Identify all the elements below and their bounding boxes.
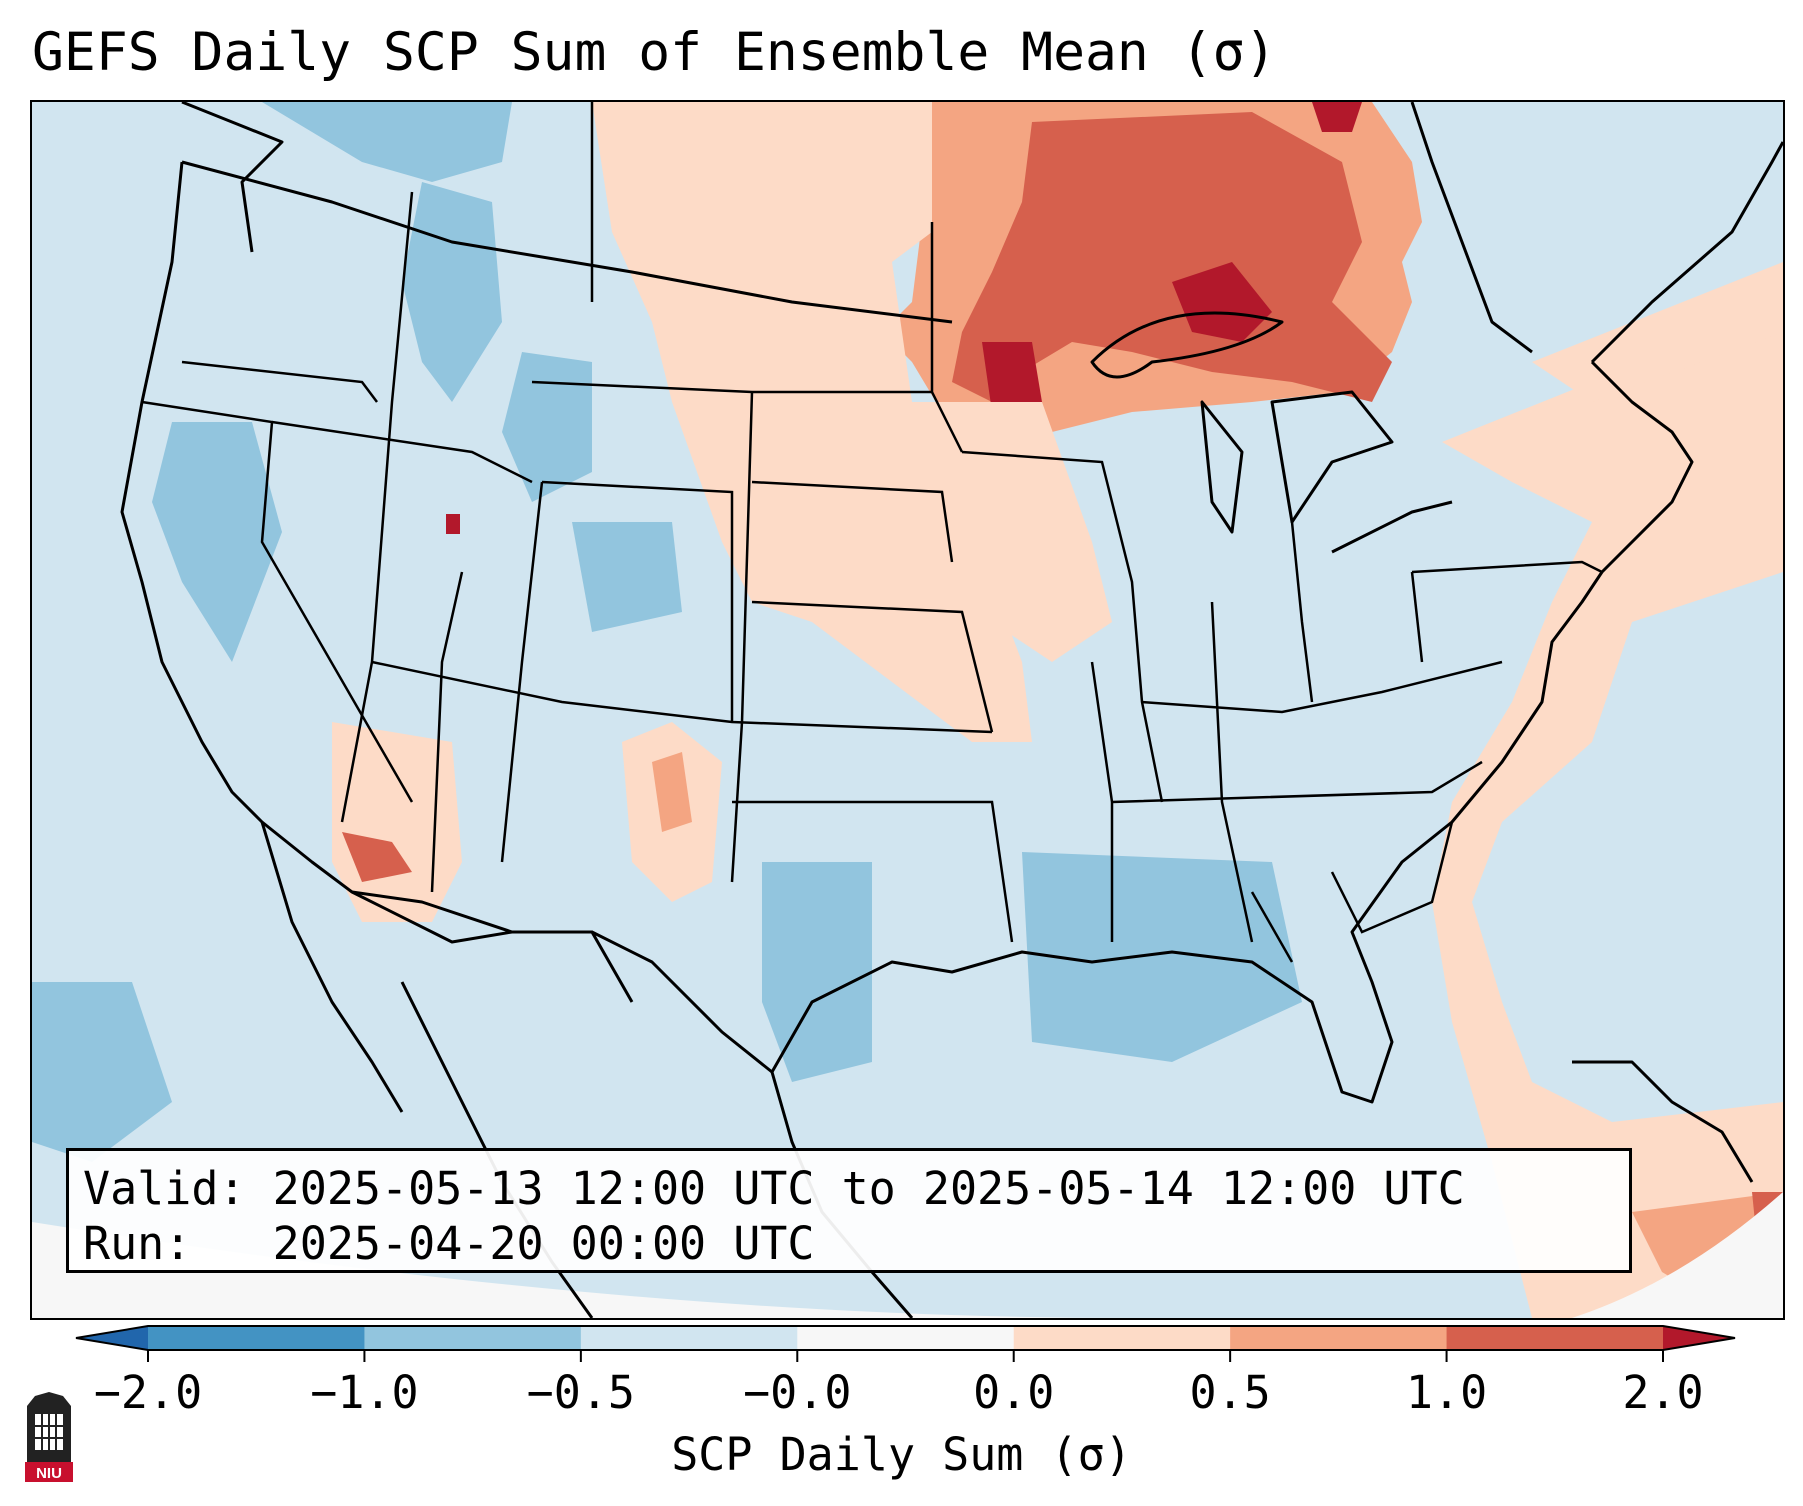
colorbar-tick-label: −2.0 — [93, 1366, 203, 1419]
region-texas-negative — [762, 862, 872, 1082]
niu-logo: NIU — [25, 1392, 73, 1482]
border-ut-az — [430, 571, 464, 893]
border-in-oh — [1290, 521, 1314, 703]
colorbar-bin — [1230, 1326, 1448, 1350]
border-oh-pa — [1410, 571, 1424, 663]
colorbar-label: SCP Daily Sum (σ) — [671, 1428, 1132, 1481]
projection-edge-left — [32, 1222, 1132, 1318]
region-wyoming-negative — [502, 352, 592, 502]
border-pa-ny — [1411, 560, 1603, 574]
colorbar-extend-high — [1663, 1326, 1735, 1350]
logo-banner — [25, 1462, 73, 1482]
lake-superior — [1090, 311, 1284, 379]
colorbar-bin — [148, 1326, 365, 1350]
region-atlantic-light — [1432, 332, 1783, 1318]
colorbar-tick-label: 0.0 — [973, 1366, 1055, 1419]
border-ky-row — [1141, 660, 1503, 714]
border-wy-co — [541, 480, 734, 722]
region-plains-light — [592, 102, 1032, 742]
run-time-text: Run: 2025-04-20 00:00 UTC — [83, 1217, 815, 1270]
canada-east-coast — [1590, 141, 1783, 364]
border-ia-il — [961, 450, 1164, 803]
region-utah-max — [446, 514, 460, 534]
border-al-fl — [1250, 891, 1294, 963]
region-colorado-negative — [572, 522, 682, 632]
border-wa-or — [181, 360, 378, 403]
region-great-lakes-strong — [952, 112, 1392, 402]
region-gulf-negative — [1022, 852, 1302, 1062]
bc-coast — [181, 102, 284, 253]
us-mexico-border — [351, 890, 634, 1003]
colorbar-extend-low — [76, 1326, 148, 1350]
colorbar-bin — [797, 1326, 1015, 1350]
border-al — [1210, 601, 1254, 943]
region-bc-negative — [262, 102, 512, 182]
region-north-max — [1312, 102, 1362, 132]
region-pacific-negative — [32, 982, 172, 1162]
colorbar — [75, 1325, 1736, 1362]
colorbar-tick-label: −0.5 — [526, 1366, 636, 1419]
valid-run-info-box: Valid: 2025-05-13 12:00 UTC to 2025-05-1… — [66, 1148, 1632, 1273]
colorbar-tick-label: 2.0 — [1622, 1366, 1704, 1419]
region-idaho-negative — [402, 182, 502, 402]
region-maritimes-light — [1532, 262, 1783, 402]
border-four-corners-row — [371, 660, 993, 734]
us-coastline — [120, 161, 1694, 1104]
region-lake-superior-max — [1172, 262, 1272, 342]
border-nv-ut — [340, 191, 414, 823]
border-or-id — [271, 420, 533, 484]
border-ok-tx — [732, 800, 1014, 943]
region-california-negative — [152, 422, 282, 662]
lake-michigan — [1200, 400, 1244, 534]
colorbar-tick-label: −1.0 — [310, 1366, 419, 1419]
region-iowa-light — [902, 402, 1112, 662]
map-panel — [30, 100, 1785, 1320]
region-minnesota-max — [982, 342, 1042, 412]
colorbar-bin — [1013, 1326, 1231, 1350]
colorbar-tick-label: 1.0 — [1405, 1366, 1488, 1419]
border-nd-mn — [930, 222, 964, 453]
us-canada-border — [181, 160, 953, 324]
projection-edge-right — [1572, 1192, 1783, 1318]
border-tn-row — [1111, 760, 1483, 804]
page-title: GEFS Daily SCP Sum of Ensemble Mean (σ) — [32, 22, 1277, 83]
anomaly-fields — [32, 102, 1783, 1318]
colorbar-tick-marks — [147, 1350, 1664, 1362]
scp-map — [32, 102, 1783, 1318]
logo-text: NIU — [36, 1465, 62, 1482]
baja-coast — [260, 821, 404, 1113]
colorbar-tick-label: 0.5 — [1189, 1366, 1271, 1419]
border-co-nm-west — [500, 481, 544, 863]
colorbar-bin — [364, 1326, 582, 1350]
border-ca-nv — [141, 400, 414, 803]
lake-erie — [1331, 500, 1453, 554]
lake-huron — [1270, 390, 1394, 524]
colorbar-bins — [75, 1325, 1736, 1351]
border-plains-west — [730, 391, 754, 883]
colorbar-tick-label: −0.0 — [743, 1366, 852, 1419]
colorbar-bin — [1446, 1326, 1664, 1350]
hudson-region — [1410, 102, 1533, 354]
border-ne-ks — [751, 600, 994, 733]
border-ga-sc — [1330, 821, 1454, 934]
border-sd-ne — [751, 480, 954, 563]
region-arizona-strong — [342, 832, 412, 882]
valid-time-text: Valid: 2025-05-13 12:00 UTC to 2025-05-1… — [83, 1162, 1465, 1215]
colorbar-bin — [580, 1326, 798, 1350]
state-borders — [141, 102, 1603, 963]
region-new-mexico-moderate — [652, 752, 692, 832]
cuba-outline — [1572, 1060, 1754, 1183]
